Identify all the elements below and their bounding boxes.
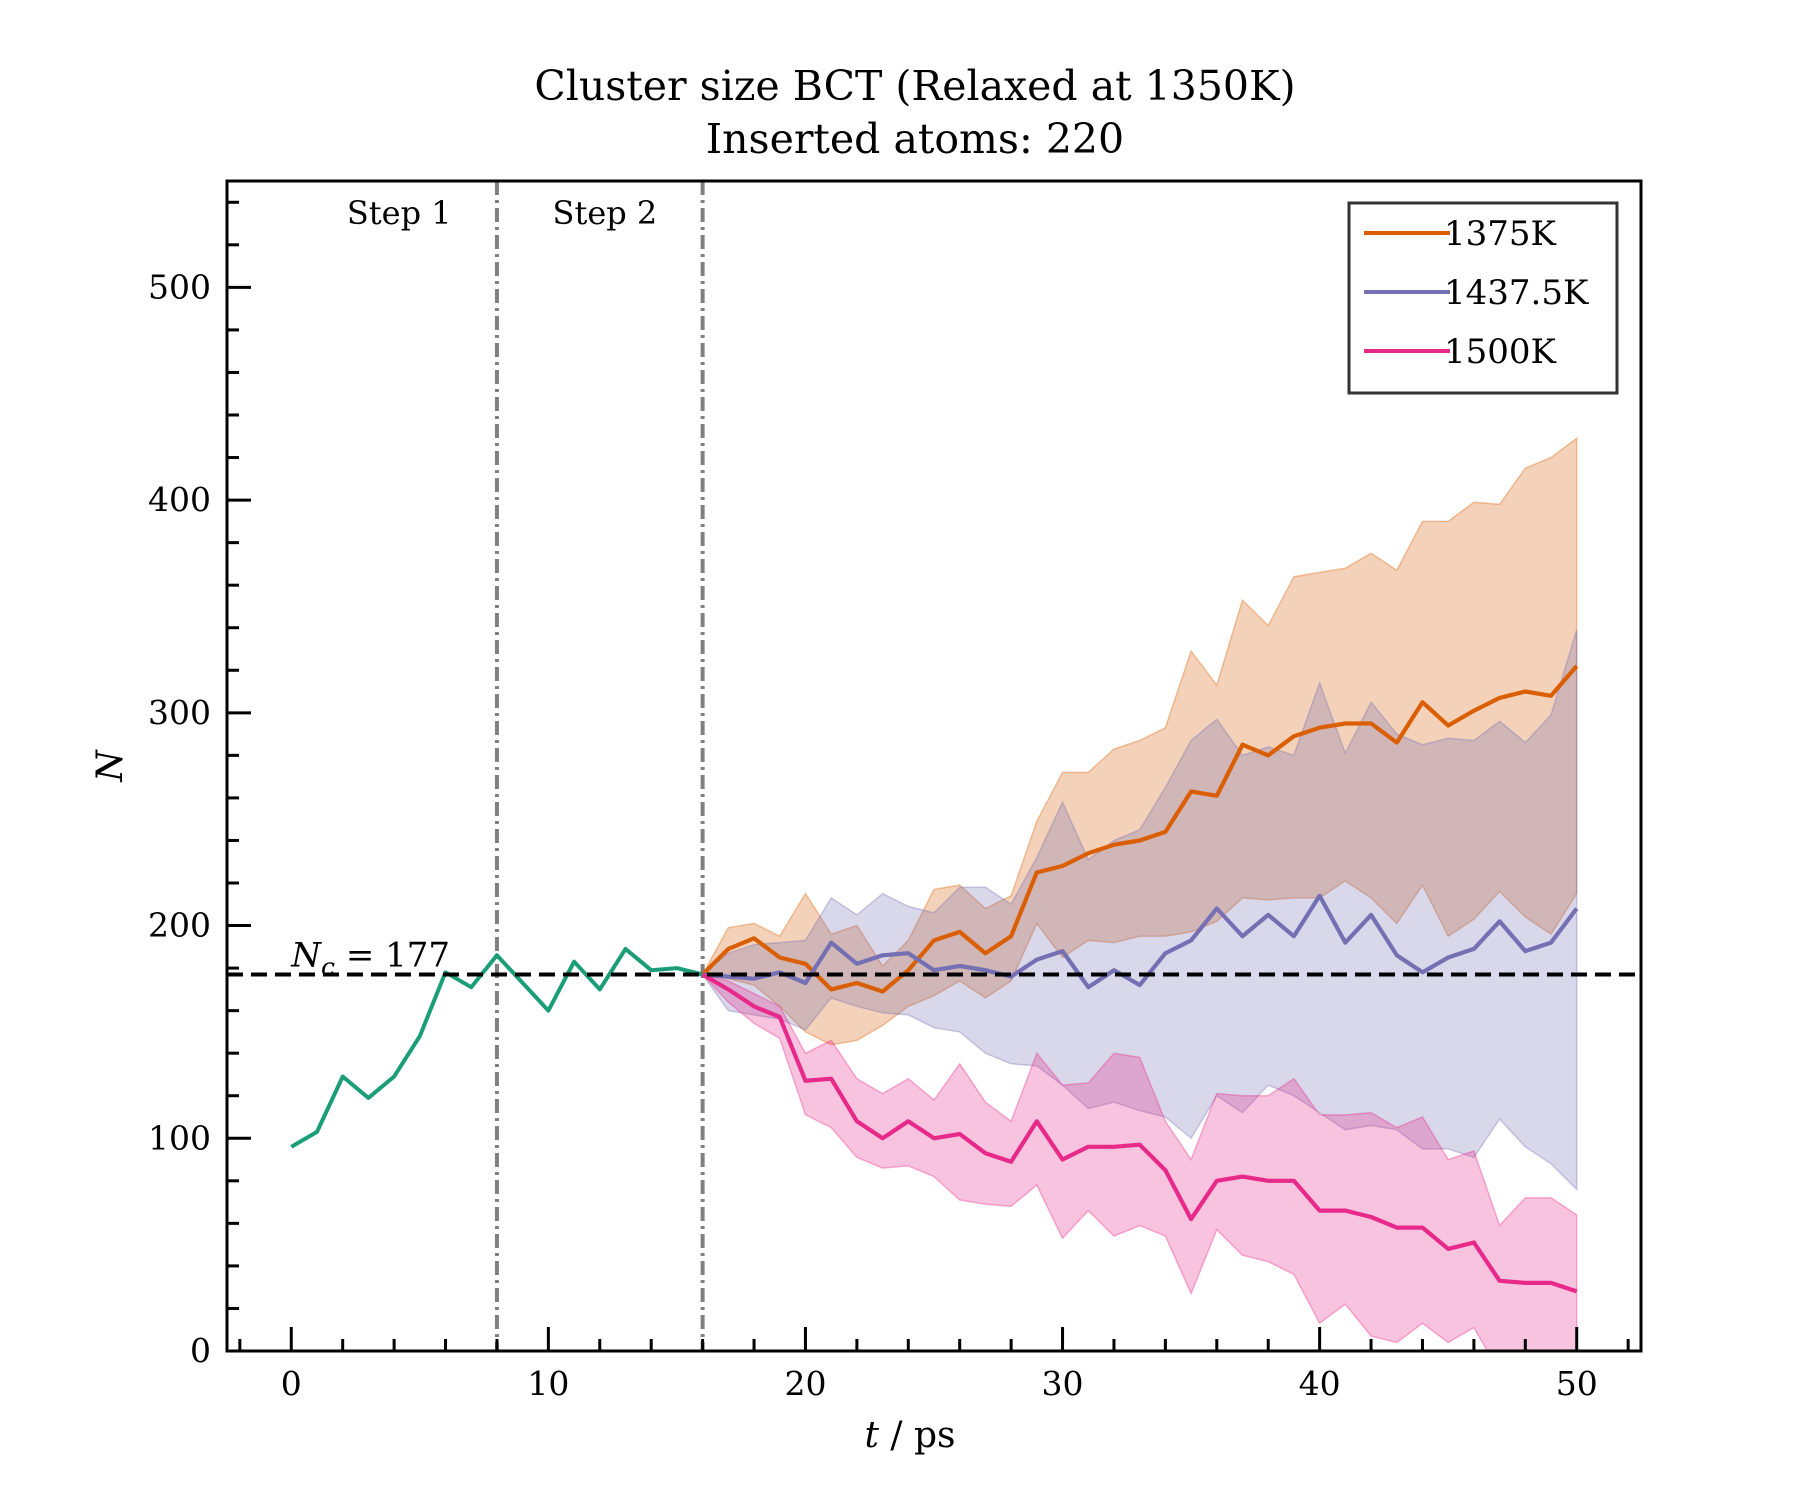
line-1375k — [701, 664, 1579, 994]
y-tick-label: 500 — [148, 267, 211, 306]
legend: 1375K 1437.5K 1500K — [1347, 201, 1619, 395]
plot-area — [227, 181, 1641, 1351]
y-axis-label: N — [90, 749, 131, 783]
legend-label-1500k: 1500K — [1444, 332, 1557, 372]
x-tick-label: 30 — [1042, 1364, 1084, 1403]
critical-size-text: Nc = 177 — [290, 935, 450, 981]
x-axis-label: t / ps — [864, 1415, 955, 1456]
uncertainty-bands — [700, 436, 1578, 1351]
x-tick-label: 0 — [281, 1364, 302, 1403]
series-lines — [290, 664, 1579, 1294]
step-annotations: Step 1 Step 2 — [347, 194, 657, 232]
y-tick-label: 400 — [148, 480, 211, 519]
y-tick-label: 300 — [148, 693, 211, 732]
step-dividers — [494, 181, 705, 1351]
band-1500k — [700, 973, 1578, 1351]
legend-label-1375k: 1375K — [1444, 214, 1557, 254]
x-tick-label: 20 — [784, 1364, 826, 1403]
step-label-1: Step 1 — [347, 194, 452, 232]
y-tick-label: 0 — [190, 1331, 211, 1370]
critical-size-value: = 177 — [335, 935, 450, 975]
y-axis: 0 100 200 300 400 500 — [148, 200, 251, 1370]
critical-size-label: Nc = 177 — [290, 935, 450, 981]
critical-size-subscript: c — [321, 952, 335, 981]
y-tick-label: 200 — [148, 906, 211, 945]
x-tick-label: 50 — [1556, 1364, 1598, 1403]
line-1437-5k — [702, 893, 1579, 990]
line-1500k — [701, 972, 1578, 1294]
x-tick-label: 40 — [1299, 1364, 1341, 1403]
x-axis: 0 10 20 30 40 50 — [238, 1327, 1630, 1403]
chart-subtitle: Inserted atoms: 220 — [706, 115, 1124, 163]
line-initial — [290, 946, 704, 1149]
y-tick-label: 100 — [148, 1118, 211, 1157]
x-tick-label: 10 — [527, 1364, 569, 1403]
chart-title: Cluster size BCT (Relaxed at 1350K) — [534, 62, 1295, 110]
legend-label-1437-5k: 1437.5K — [1444, 273, 1589, 313]
plot-frame — [225, 179, 1643, 1353]
step-label-2: Step 2 — [553, 194, 658, 232]
